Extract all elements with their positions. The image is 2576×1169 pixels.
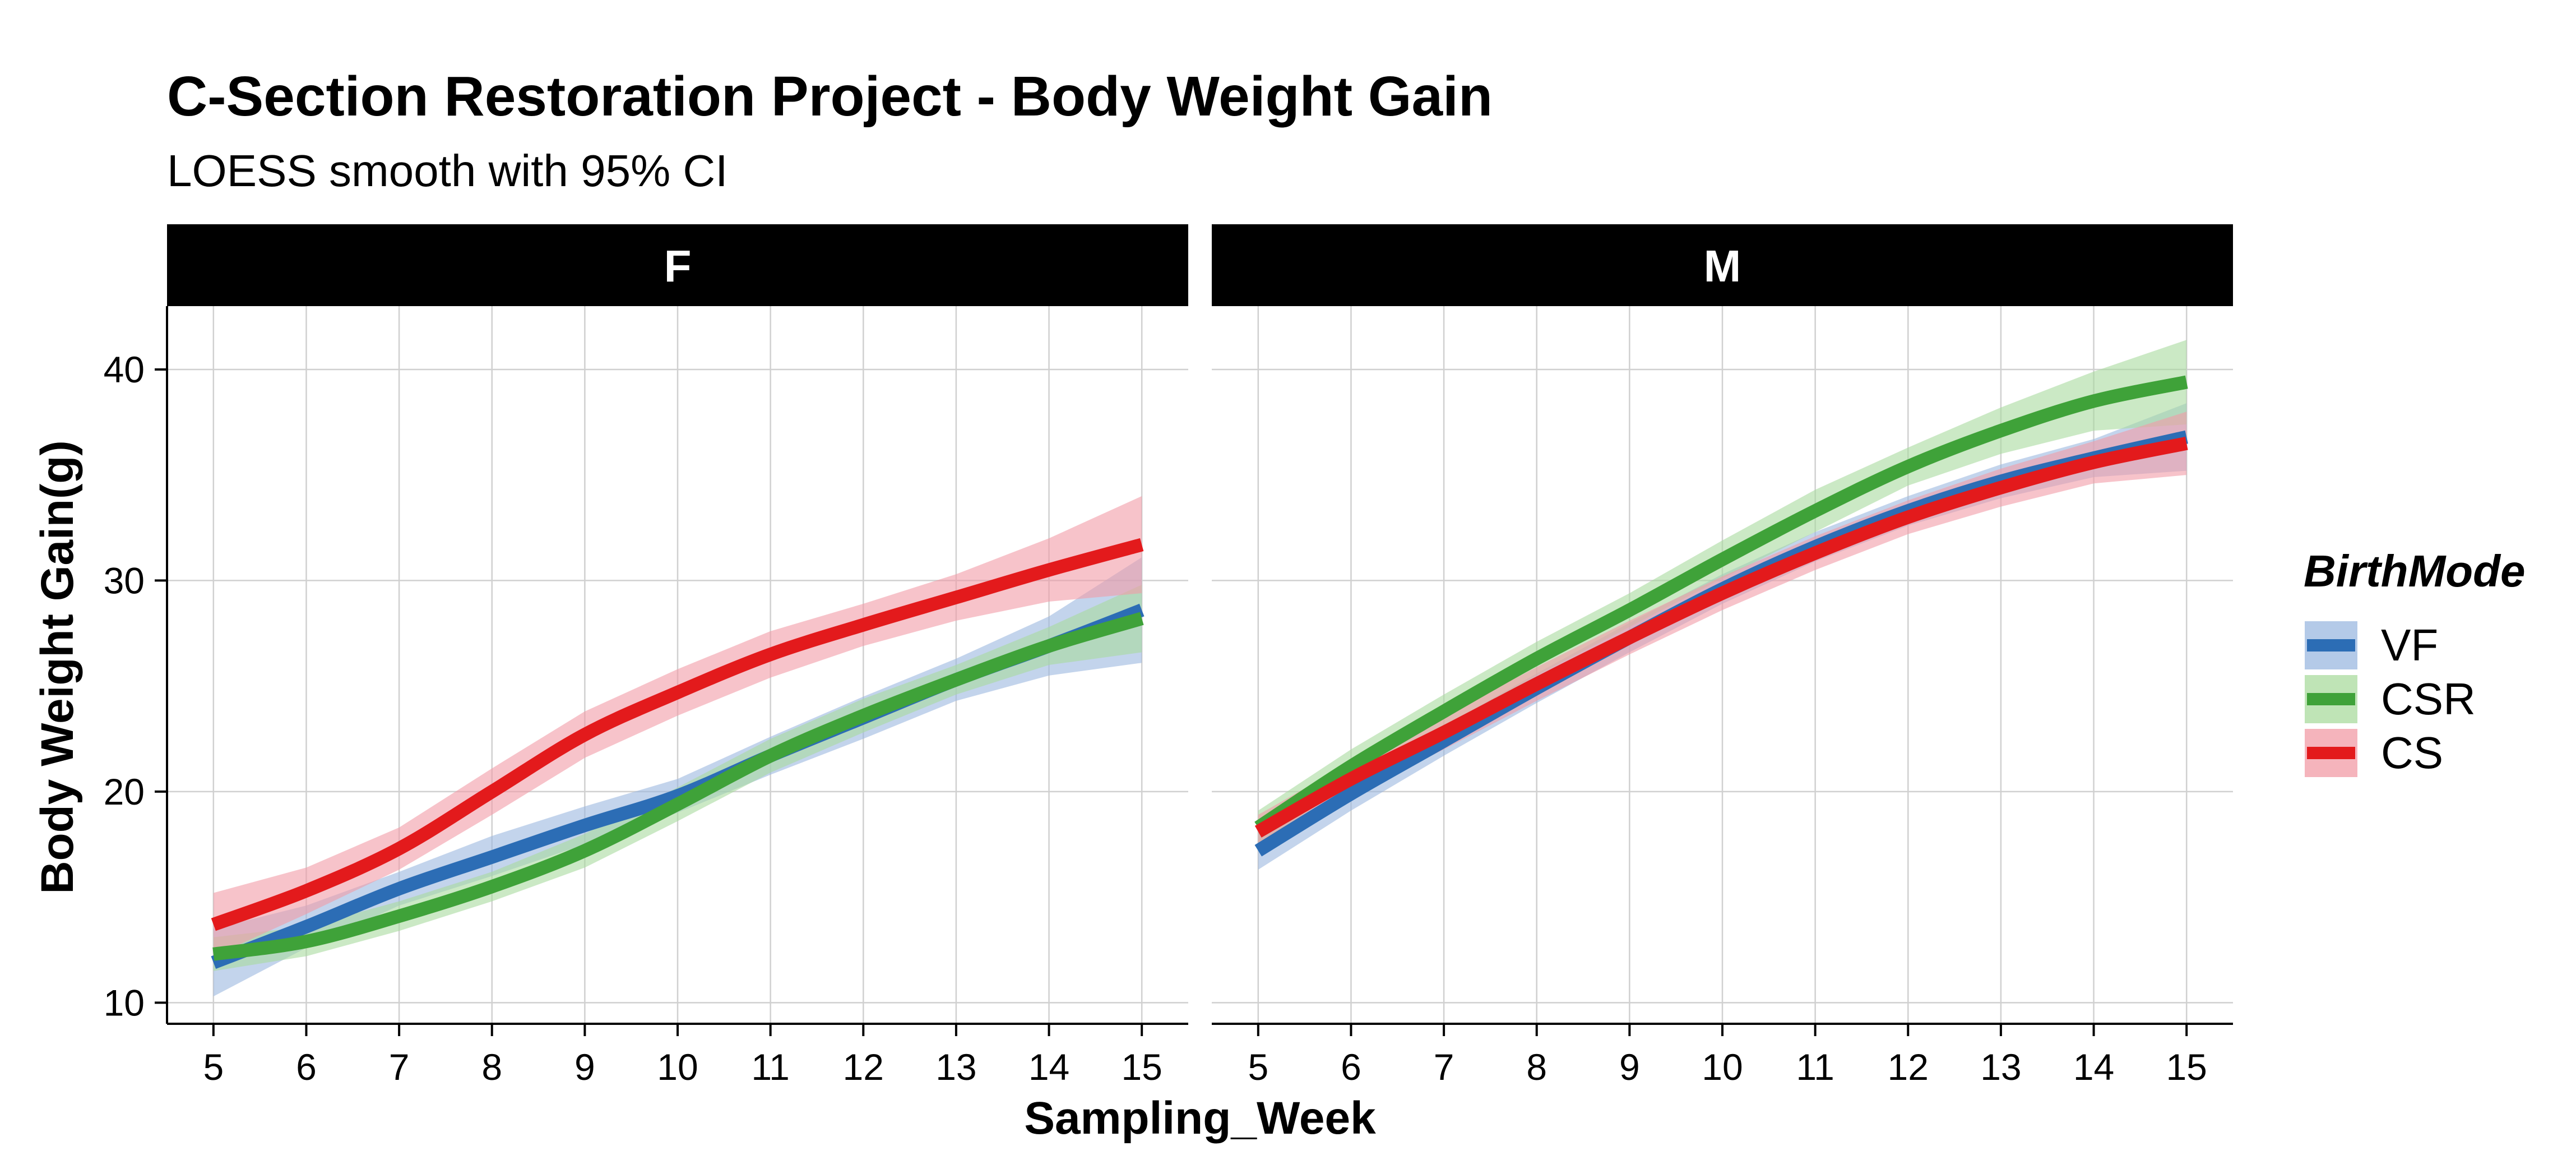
legend-label-csr: CSR [2381,674,2476,724]
chart-subtitle: LOESS smooth with 95% CI [167,146,728,196]
legend-entry-csr: CSR [2305,674,2476,724]
facet-strip-f [167,224,1188,306]
x-tick-label-f: 12 [843,1046,884,1088]
facet-label-m: M [1704,241,1741,291]
series-line-csr-f [212,612,1144,961]
x-tick-label-m: 7 [1434,1046,1454,1088]
x-tick-label-m: 8 [1526,1046,1547,1088]
facet-strip-m [1212,224,2233,306]
facet-panel-f: F [167,224,1188,306]
x-tick-label-m: 9 [1619,1046,1640,1088]
x-tick-label-f: 8 [481,1046,502,1088]
x-tick-label-m: 15 [2166,1046,2207,1088]
series-line-cs-f [211,538,1144,931]
legend-label-cs: CS [2381,728,2443,778]
x-tick-label-m: 6 [1341,1046,1361,1088]
x-tick-label-f: 6 [296,1046,317,1088]
x-tick-label-m: 11 [1796,1046,1834,1088]
chart-title: C-Section Restoration Project - Body Wei… [167,65,1493,128]
x-tick-label-m: 5 [1248,1046,1268,1088]
x-tick-label-m: 14 [2073,1046,2114,1088]
facet-label-f: F [664,241,692,291]
series-line-csr-m [1254,375,2188,833]
legend-title: BirthMode [2304,546,2526,596]
x-tick-label-f: 13 [935,1046,976,1088]
x-tick-label-f: 11 [751,1046,790,1088]
x-tick-label-f: 14 [1028,1046,1069,1088]
series-line-cs-m [1254,436,2188,838]
x-tick-label-f: 15 [1121,1046,1162,1088]
legend-entry-vf: VF [2305,620,2438,670]
x-axis-label: Sampling_Week [1024,1093,1376,1144]
x-tick-label-m: 10 [1702,1046,1743,1088]
y-tick-label: 40 [104,349,145,390]
x-tick-label-m: 12 [1888,1046,1929,1088]
y-tick-label: 10 [104,982,145,1023]
x-tick-label-m: 13 [1980,1046,2021,1088]
x-tick-label-f: 7 [389,1046,410,1088]
ci-band-csr-m [1258,340,2187,844]
x-tick-label-f: 9 [574,1046,595,1088]
y-axis-label: Body Weight Gain(g) [32,440,83,894]
legend-entry-cs: CS [2305,728,2443,778]
y-tick-label: 30 [104,560,145,601]
x-tick-label-f: 5 [203,1046,224,1088]
legend-label-vf: VF [2381,620,2438,670]
x-tick-label-f: 10 [657,1046,698,1088]
y-tick-label: 20 [104,771,145,812]
facet-panel-m: M [1212,224,2233,306]
